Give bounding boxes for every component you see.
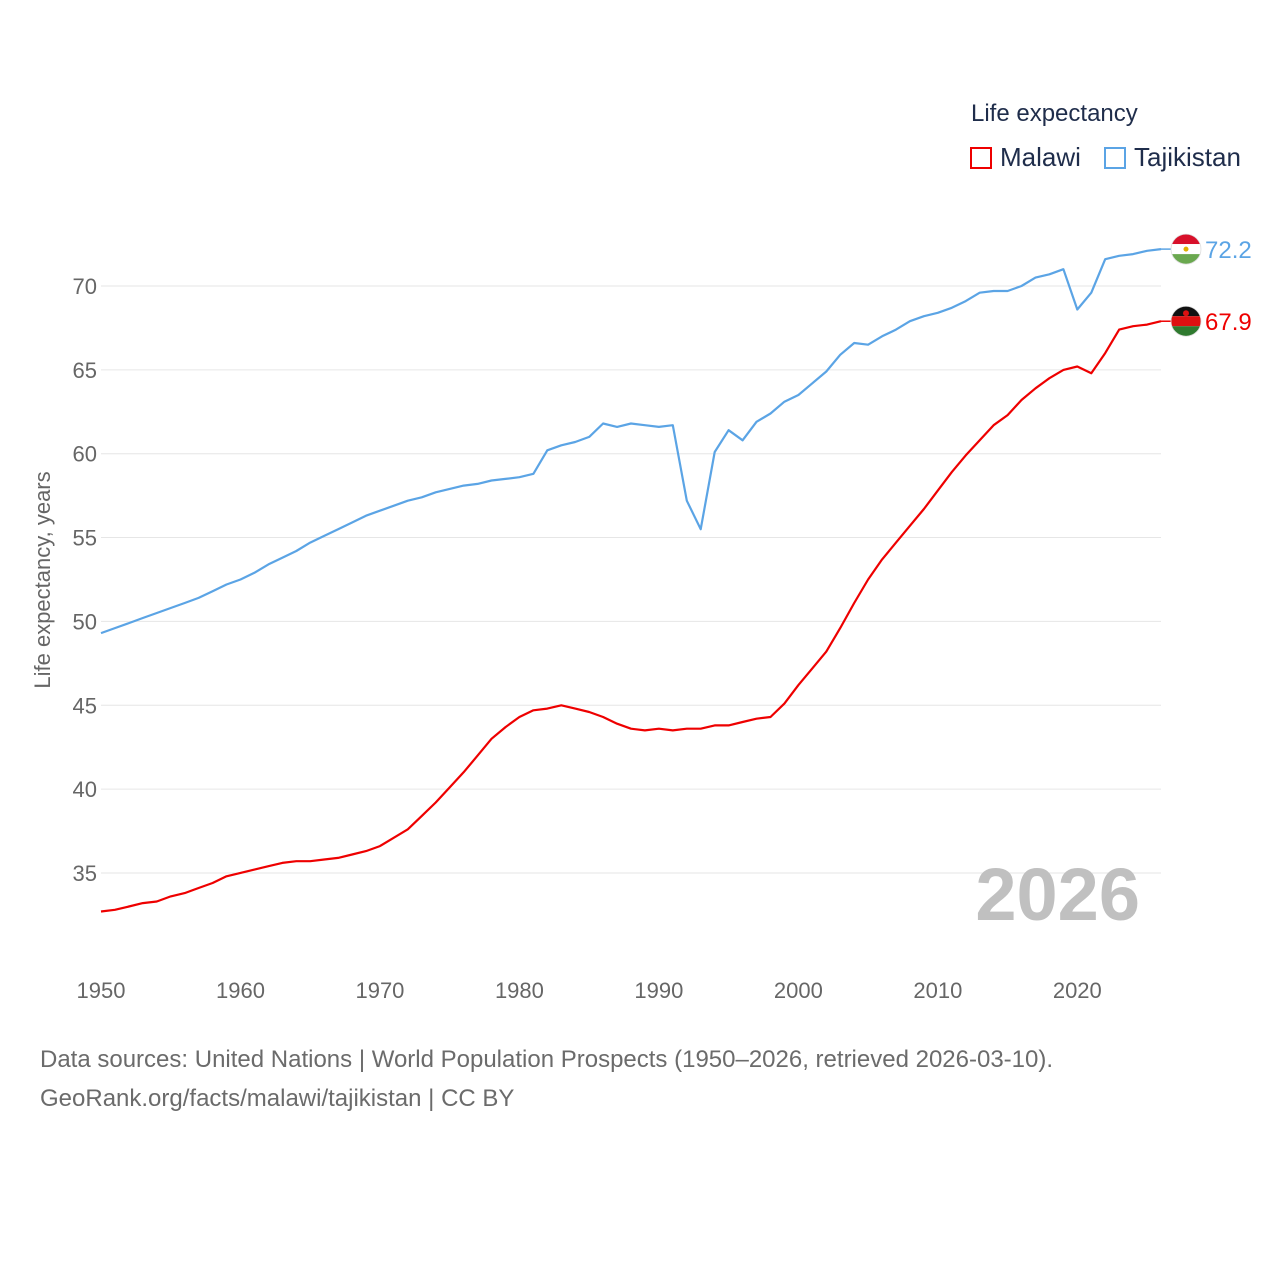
x-tick-label-1970: 1970 — [355, 978, 404, 1003]
y-tick-label-35: 35 — [73, 861, 97, 886]
x-tick-labels: 1950 1960 1970 1980 1990 2000 2010 2020 — [77, 978, 1102, 1003]
x-tick-label-2020: 2020 — [1053, 978, 1102, 1003]
x-tick-label-1950: 1950 — [77, 978, 126, 1003]
attribution-line: GeoRank.org/facts/malawi/tajikistan | CC… — [40, 1085, 515, 1112]
y-axis-label: Life expectancy, years — [30, 471, 55, 688]
end-markers: 67.9 72.2 — [1161, 233, 1252, 337]
x-tick-label-1990: 1990 — [634, 978, 683, 1003]
legend-label-malawi: Malawi — [1000, 142, 1081, 172]
x-tick-label-1960: 1960 — [216, 978, 265, 1003]
series-line-malawi — [100, 320, 1162, 913]
legend-swatch-malawi — [970, 146, 992, 169]
end-label-tajikistan: 72.2 — [1205, 237, 1252, 264]
legend-item-malawi[interactable]: Malawi — [970, 142, 1081, 173]
end-label-malawi: 67.9 — [1205, 309, 1252, 336]
y-tick-label-55: 55 — [73, 526, 97, 551]
y-tick-label-60: 60 — [73, 442, 97, 467]
legend-label-tajikistan: Tajikistan — [1134, 142, 1241, 172]
x-tick-label-1980: 1980 — [495, 978, 544, 1003]
x-tick-label-2000: 2000 — [774, 978, 823, 1003]
y-tick-label-65: 65 — [73, 358, 97, 383]
legend-item-tajikistan[interactable]: Tajikistan — [1104, 142, 1241, 173]
legend-title: Life expectancy — [971, 100, 1138, 127]
y-tick-label-40: 40 — [73, 777, 97, 802]
flag-icon-tajikistan — [1170, 233, 1202, 265]
series-lines — [100, 248, 1162, 913]
y-tick-label-70: 70 — [73, 274, 97, 299]
y-tick-label-50: 50 — [73, 609, 97, 634]
y-tick-labels: 35 40 45 50 55 60 65 70 — [73, 274, 97, 886]
grid-lines — [101, 285, 1161, 874]
source-line: Data sources: United Nations | World Pop… — [40, 1046, 1054, 1073]
year-watermark: 2026 — [975, 853, 1140, 936]
series-line-tajikistan — [100, 248, 1162, 635]
y-tick-label-45: 45 — [73, 693, 97, 718]
legend-swatch-tajikistan — [1104, 146, 1126, 169]
flag-icon-malawi — [1170, 305, 1202, 337]
x-tick-label-2010: 2010 — [913, 978, 962, 1003]
